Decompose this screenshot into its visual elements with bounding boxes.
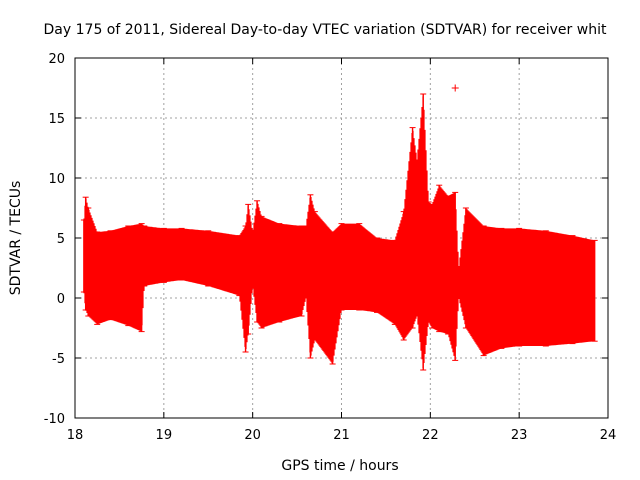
data-series: [80, 84, 598, 371]
sdtvar-point: [455, 267, 462, 299]
sdtvar-point: [391, 239, 398, 325]
sdtvar-outlier: [451, 84, 459, 92]
sdtvar-point: [85, 207, 92, 317]
sdtvar-point: [178, 227, 185, 281]
sdtvar-point: [141, 225, 148, 287]
sdtvar-point: [414, 159, 421, 317]
sdtvar-point: [160, 227, 167, 283]
x-tick-label: 24: [600, 428, 617, 443]
sdtvar-error-bars: [83, 96, 595, 368]
y-axis-title: SDTVAR / TECUs: [8, 181, 24, 296]
sdtvar-point: [107, 230, 114, 321]
y-tick-label: 10: [48, 172, 65, 187]
sdtvar-point: [302, 225, 309, 299]
sdtvar-point: [569, 235, 576, 345]
x-tick-label: 21: [333, 428, 350, 443]
sdtvar-point: [125, 225, 132, 327]
sdtvar-point: [249, 231, 256, 287]
axis-ticks: 18 19 20 21 22 23 24 -10 -5 0 5 10 15 20: [44, 52, 617, 443]
x-tick-label: 18: [67, 428, 84, 443]
sdtvar-point: [542, 230, 549, 347]
sdtvar-point: [480, 225, 487, 357]
sdtvar-point: [307, 194, 314, 359]
sdtvar-point: [409, 127, 416, 329]
x-tick-label: 20: [244, 428, 261, 443]
sdtvar-point: [452, 191, 459, 361]
sdtvar-point: [138, 223, 145, 333]
sdtvar-point: [329, 231, 336, 365]
sdtvar-point: [498, 227, 505, 349]
y-tick-label: 15: [48, 112, 65, 127]
sdtvar-point: [338, 223, 345, 311]
sdtvar-point: [445, 195, 452, 335]
chart-title: Day 175 of 2011, Sidereal Day-to-day VTE…: [44, 22, 607, 38]
sdtvar-point: [276, 223, 283, 323]
x-tick-label: 22: [422, 428, 439, 443]
y-tick-label: -10: [44, 412, 65, 427]
sdtvar-point: [516, 227, 523, 347]
sdtvar-point: [425, 201, 432, 323]
x-tick-label: 23: [511, 428, 528, 443]
sdtvar-point: [436, 184, 443, 333]
sdtvar-point: [245, 203, 252, 335]
sdtvar-point: [205, 230, 212, 287]
sdtvar-point: [94, 231, 101, 325]
sdtvar-point: [258, 215, 265, 329]
sdtvar-point: [420, 93, 427, 371]
y-tick-label: 5: [57, 232, 65, 247]
y-tick-label: 20: [48, 52, 65, 67]
sdtvar-point: [591, 239, 598, 342]
sdtvar-point: [236, 235, 243, 297]
x-axis-title: GPS time / hours: [281, 458, 398, 474]
sdtvar-point: [400, 211, 407, 341]
y-tick-label: -5: [52, 352, 65, 367]
y-tick-label: 0: [57, 292, 65, 307]
sdtvar-point: [429, 203, 436, 329]
sdtvar-point: [254, 200, 261, 323]
sdtvar-point: [462, 207, 469, 329]
sdtvar-point: [374, 237, 381, 313]
x-tick-label: 19: [156, 428, 173, 443]
sdtvar-point: [356, 223, 363, 311]
sdtvar-point: [311, 211, 318, 341]
